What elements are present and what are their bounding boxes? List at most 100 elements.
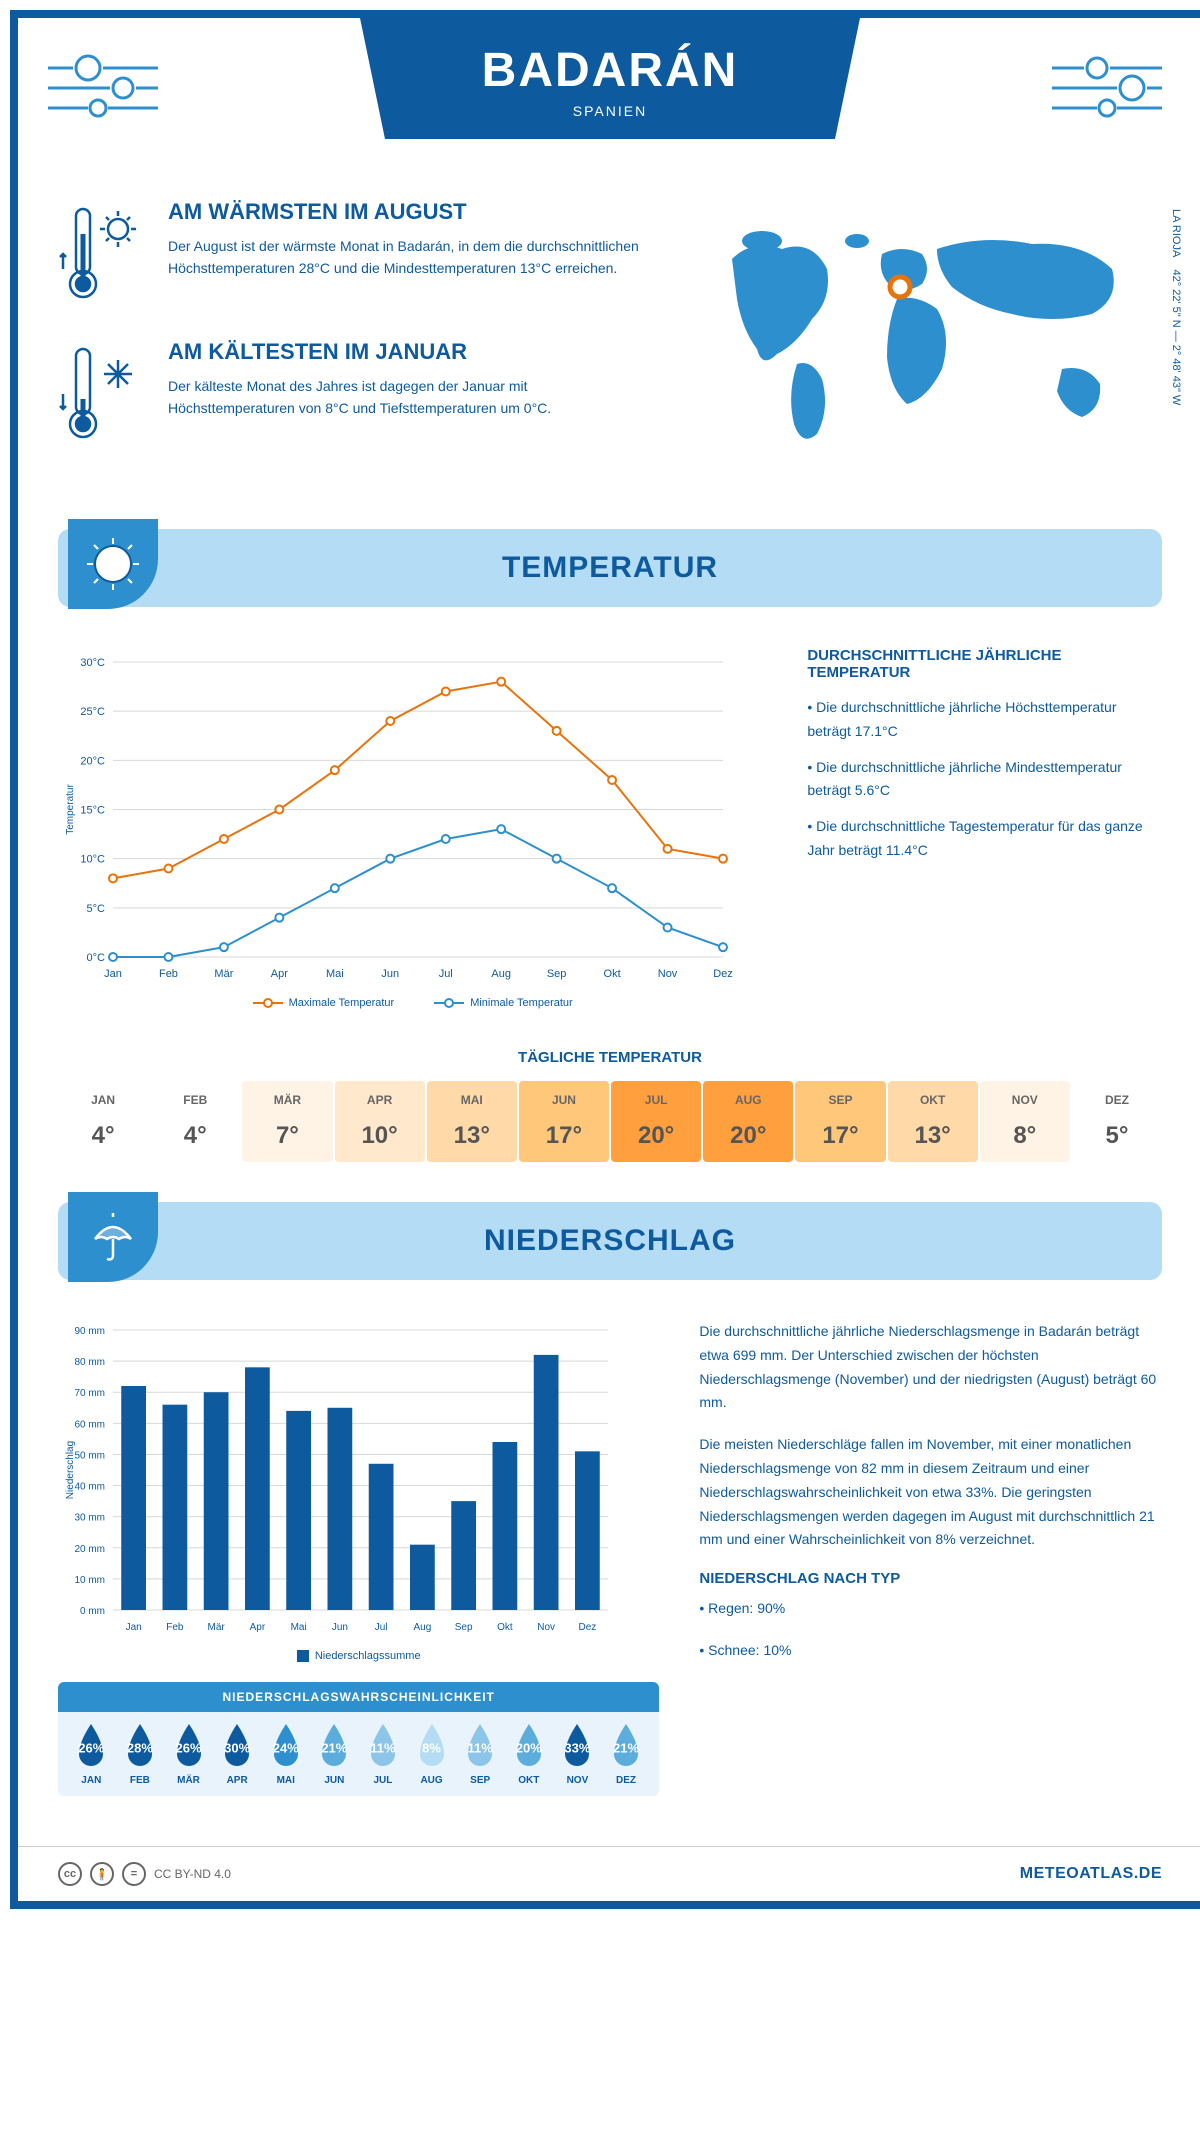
- city-title: BADARÁN: [420, 43, 800, 98]
- temp-cell: SEP17°: [795, 1081, 885, 1162]
- prob-cell: 11%SEP: [457, 1722, 504, 1786]
- cold-block: AM KÄLTESTEN IM JANUAR Der kälteste Mona…: [58, 339, 642, 449]
- wind-icon-left: [48, 38, 168, 138]
- prob-cell: 26%JAN: [68, 1722, 115, 1786]
- temp-cell: JUL20°: [611, 1081, 701, 1162]
- svg-text:Jul: Jul: [375, 1622, 388, 1633]
- temp-legend: .legend-line[style*='e8730c']::after{bor…: [58, 997, 767, 1009]
- warm-title: AM WÄRMSTEN IM AUGUST: [168, 199, 642, 225]
- temp-cell: MÄR7°: [242, 1081, 332, 1162]
- thermometer-hot-icon: [58, 199, 148, 309]
- prob-cell: 30%APR: [214, 1722, 261, 1786]
- svg-text:70 mm: 70 mm: [74, 1388, 105, 1399]
- svg-text:Jan: Jan: [104, 968, 122, 980]
- svg-text:Aug: Aug: [413, 1622, 431, 1633]
- nd-icon: =: [122, 1862, 146, 1886]
- svg-text:Okt: Okt: [604, 968, 621, 980]
- svg-text:Feb: Feb: [159, 968, 178, 980]
- svg-text:60 mm: 60 mm: [74, 1419, 105, 1430]
- svg-text:Mär: Mär: [214, 968, 233, 980]
- umbrella-icon: [68, 1192, 158, 1282]
- svg-text:30°C: 30°C: [80, 657, 105, 669]
- prob-cell: 20%OKT: [505, 1722, 552, 1786]
- temp-cell: AUG20°: [703, 1081, 793, 1162]
- svg-text:15°C: 15°C: [80, 805, 105, 817]
- prob-cell: 21%DEZ: [603, 1722, 650, 1786]
- wind-icon-right: [1052, 38, 1172, 138]
- warm-block: AM WÄRMSTEN IM AUGUST Der August ist der…: [58, 199, 642, 309]
- precip-legend: Niederschlagssumme: [58, 1650, 659, 1662]
- svg-text:Temperatur: Temperatur: [65, 784, 76, 835]
- svg-text:Jun: Jun: [332, 1622, 348, 1633]
- svg-text:Mai: Mai: [291, 1622, 307, 1633]
- temp-line-chart: 0°C5°C10°C15°C20°C25°C30°CJanFebMärAprMa…: [58, 647, 767, 1009]
- intro-section: AM WÄRMSTEN IM AUGUST Der August ist der…: [18, 169, 1200, 509]
- svg-text:0 mm: 0 mm: [80, 1606, 105, 1617]
- license: cc 🧍 = CC BY-ND 4.0: [58, 1862, 231, 1886]
- svg-text:Jan: Jan: [126, 1622, 142, 1633]
- temp-cell: NOV8°: [980, 1081, 1070, 1162]
- svg-text:Mai: Mai: [326, 968, 344, 980]
- svg-text:Apr: Apr: [271, 968, 288, 980]
- svg-text:Nov: Nov: [537, 1622, 555, 1633]
- svg-text:Mär: Mär: [208, 1622, 226, 1633]
- prob-cell: 24%MAI: [262, 1722, 309, 1786]
- svg-text:5°C: 5°C: [87, 903, 106, 915]
- precip-row: 0 mm 10 mm 20 mm 30 mm 40 mm 50 mm 60 mm 70 mm 8…: [18, 1300, 1200, 1816]
- svg-text:Apr: Apr: [250, 1622, 266, 1633]
- site-name: METEOATLAS.DE: [1020, 1865, 1162, 1883]
- temp-cell: MAI13°: [427, 1081, 517, 1162]
- svg-text:40 mm: 40 mm: [74, 1482, 105, 1493]
- svg-text:20°C: 20°C: [80, 755, 105, 767]
- svg-text:30 mm: 30 mm: [74, 1513, 105, 1524]
- svg-text:90 mm: 90 mm: [74, 1326, 105, 1337]
- precip-bar-chart: 0 mm 10 mm 20 mm 30 mm 40 mm 50 mm 60 mm 70 mm 8…: [58, 1320, 659, 1796]
- title-banner: BADARÁN SPANIEN: [360, 18, 860, 139]
- svg-text:20 mm: 20 mm: [74, 1544, 105, 1555]
- svg-text:Sep: Sep: [547, 968, 567, 980]
- svg-text:Sep: Sep: [455, 1622, 473, 1633]
- svg-text:10 mm: 10 mm: [74, 1575, 105, 1586]
- svg-text:Feb: Feb: [166, 1622, 184, 1633]
- svg-text:Jun: Jun: [381, 968, 399, 980]
- cold-text: Der kälteste Monat des Jahres ist dagege…: [168, 375, 642, 420]
- prob-cell: 26%MÄR: [165, 1722, 212, 1786]
- temp-cell: DEZ5°: [1072, 1081, 1162, 1162]
- cold-title: AM KÄLTESTEN IM JANUAR: [168, 339, 642, 365]
- temp-cell: APR10°: [335, 1081, 425, 1162]
- prob-cell: 8%AUG: [408, 1722, 455, 1786]
- thermometer-cold-icon: [58, 339, 148, 449]
- svg-text:Nov: Nov: [658, 968, 678, 980]
- svg-text:25°C: 25°C: [80, 706, 105, 718]
- svg-text:80 mm: 80 mm: [74, 1357, 105, 1368]
- temp-cell: FEB4°: [150, 1081, 240, 1162]
- country-subtitle: SPANIEN: [420, 103, 800, 119]
- temp-cell: JAN4°: [58, 1081, 148, 1162]
- by-icon: 🧍: [90, 1862, 114, 1886]
- world-map: LA RIOJA 42° 22' 5" N — 2° 48' 43" W: [682, 199, 1162, 479]
- temp-info: DURCHSCHNITTLICHE JÄHRLICHE TEMPERATUR •…: [807, 647, 1162, 1009]
- cc-icon: cc: [58, 1862, 82, 1886]
- warm-text: Der August ist der wärmste Monat in Bada…: [168, 235, 642, 280]
- svg-text:50 mm: 50 mm: [74, 1450, 105, 1461]
- prob-cell: 21%JUN: [311, 1722, 358, 1786]
- probability-section: NIEDERSCHLAGSWAHRSCHEINLICHKEIT 26%JAN28…: [58, 1682, 659, 1796]
- temp-cell: JUN17°: [519, 1081, 609, 1162]
- infographic-container: BADARÁN SPANIEN AM WÄRMSTEN IM AUGUST De…: [10, 10, 1200, 1909]
- svg-text:Okt: Okt: [497, 1622, 513, 1633]
- temp-section-header: TEMPERATUR: [58, 529, 1162, 607]
- temp-cell: OKT13°: [888, 1081, 978, 1162]
- precip-section-header: NIEDERSCHLAG: [58, 1202, 1162, 1280]
- svg-text:Jul: Jul: [439, 968, 453, 980]
- precip-info: Die durchschnittliche jährliche Niedersc…: [699, 1320, 1162, 1796]
- svg-text:Aug: Aug: [491, 968, 511, 980]
- daily-temp-section: TÄGLICHE TEMPERATUR JAN4°FEB4°MÄR7°APR10…: [18, 1029, 1200, 1182]
- footer: cc 🧍 = CC BY-ND 4.0 METEOATLAS.DE: [18, 1846, 1200, 1901]
- svg-text:0°C: 0°C: [87, 952, 106, 964]
- svg-text:Dez: Dez: [578, 1622, 596, 1633]
- prob-cell: 33%NOV: [554, 1722, 601, 1786]
- svg-text:Dez: Dez: [713, 968, 733, 980]
- coordinates: LA RIOJA 42° 22' 5" N — 2° 48' 43" W: [1170, 209, 1182, 405]
- sun-icon: [68, 519, 158, 609]
- header: BADARÁN SPANIEN: [18, 18, 1200, 169]
